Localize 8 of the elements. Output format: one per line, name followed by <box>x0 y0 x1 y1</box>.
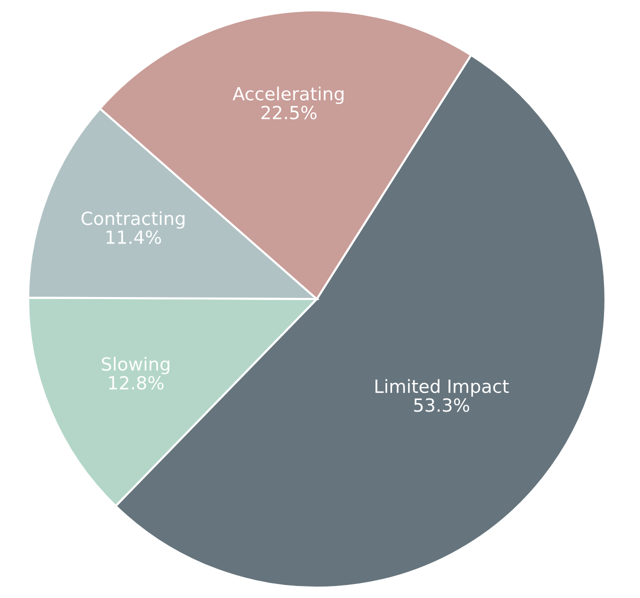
slice-label: Limited Impact <box>375 379 509 397</box>
data-label: 12.8% <box>109 376 164 390</box>
data-label: 11.4% <box>106 230 161 244</box>
slice-label: Contracting <box>82 211 184 229</box>
data-label: 22.5% <box>261 106 316 120</box>
slice-label: Accelerating <box>232 86 344 104</box>
slice-label: Slowing <box>102 356 170 374</box>
data-label: 53.3% <box>414 398 470 412</box>
